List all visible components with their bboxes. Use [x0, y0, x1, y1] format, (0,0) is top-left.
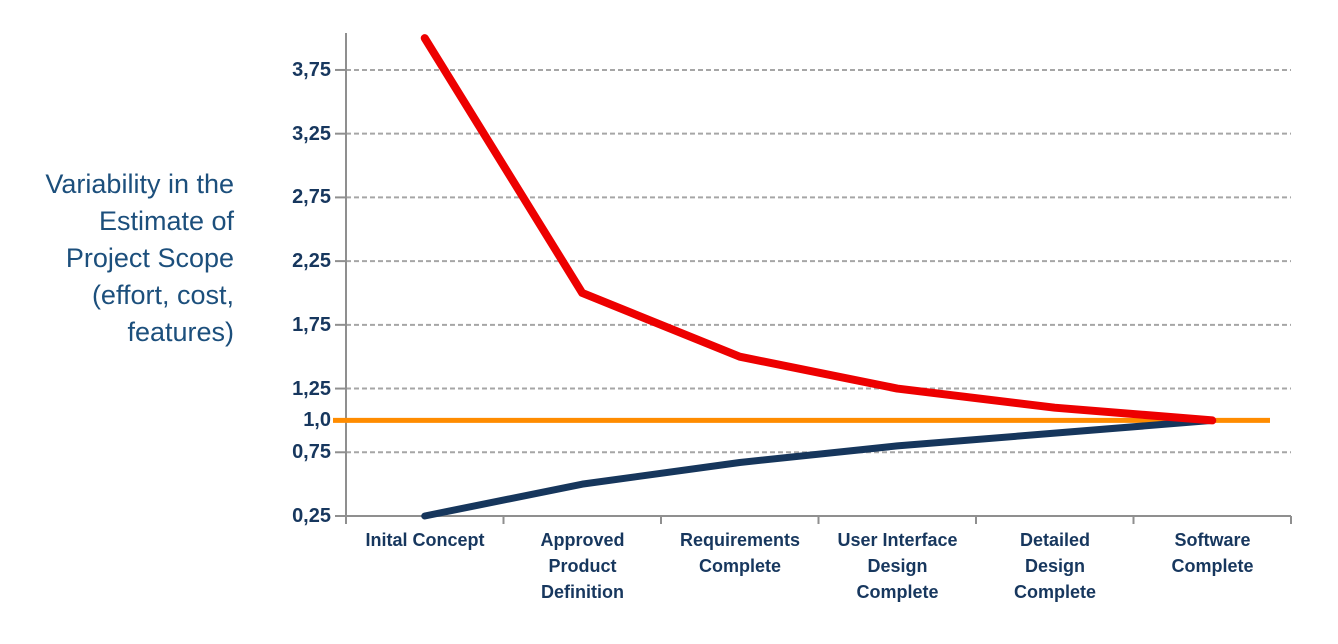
y-tick-label: 2,25: [292, 250, 331, 273]
y-tick-label: 0,75: [292, 441, 331, 464]
y-tick-label: 1,75: [292, 313, 331, 336]
x-category-label: User Interface Design Complete: [837, 530, 958, 602]
y-tick-label: 3,75: [292, 58, 331, 81]
y-tick-label: 0,25: [292, 505, 331, 527]
x-category-label: Requirements Complete: [679, 530, 801, 576]
y-tick-label: 2,75: [292, 186, 331, 209]
y-tick-label: 1,0: [303, 409, 331, 432]
x-category-label: Approved Product Definition: [540, 530, 625, 602]
y-tick-label: 3,25: [292, 122, 331, 145]
y-axis-title: Variability in the Estimate of Project S…: [45, 169, 234, 347]
x-category-label: Detailed Design Complete: [1013, 530, 1096, 602]
series-line-lower-estimate: [421, 416, 1216, 520]
x-category-label: Software Complete: [1171, 530, 1254, 576]
y-tick-label: 1,25: [292, 377, 331, 400]
series-line-upper-estimate: [420, 34, 1217, 425]
x-category-label: Inital Concept: [365, 530, 485, 550]
